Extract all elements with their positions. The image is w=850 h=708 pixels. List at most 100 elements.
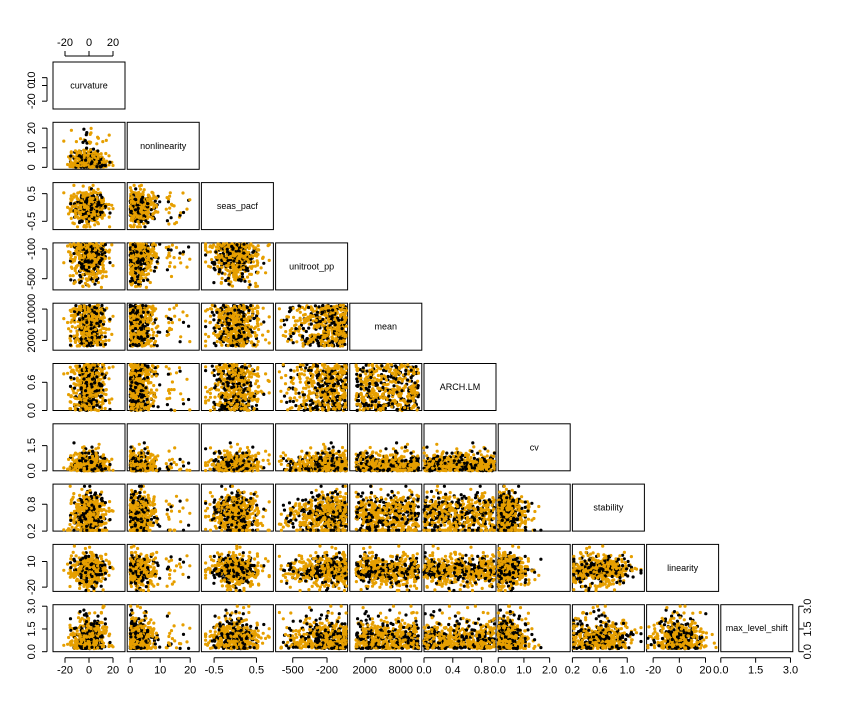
data-point — [129, 186, 132, 189]
data-point — [74, 267, 77, 270]
data-point — [143, 225, 146, 228]
data-point — [81, 141, 84, 144]
data-point — [227, 244, 230, 247]
data-point — [235, 243, 238, 246]
data-point — [188, 258, 191, 261]
data-point — [185, 208, 188, 211]
data-point — [71, 221, 74, 224]
data-point — [133, 275, 136, 278]
data-point — [73, 205, 76, 208]
data-point — [137, 280, 140, 283]
data-point — [78, 191, 81, 194]
data-point — [204, 242, 207, 245]
data-point — [168, 195, 171, 198]
data-point — [140, 205, 143, 208]
data-point — [68, 207, 71, 210]
data-point — [179, 252, 182, 255]
data-point — [252, 260, 255, 263]
data-point — [103, 214, 106, 217]
data-point — [268, 243, 271, 246]
data-point — [95, 142, 98, 145]
data-point — [165, 208, 168, 211]
data-point — [246, 276, 249, 279]
data-point — [169, 191, 172, 194]
data-point — [152, 197, 155, 200]
data-point — [136, 254, 139, 257]
data-point — [250, 273, 253, 276]
data-point — [170, 216, 173, 219]
data-point — [76, 205, 79, 208]
data-point — [253, 247, 256, 250]
data-point — [216, 256, 219, 259]
data-point — [129, 224, 132, 227]
data-point — [147, 194, 150, 197]
data-point — [146, 278, 149, 281]
data-point — [73, 259, 76, 262]
data-point — [94, 248, 97, 251]
data-point — [69, 245, 72, 248]
scatter-panel-1-0 — [62, 127, 114, 169]
data-point — [235, 259, 238, 262]
variable-label: curvature — [70, 81, 108, 91]
data-point — [206, 251, 209, 254]
data-point — [135, 250, 138, 253]
data-point — [136, 201, 139, 204]
data-point — [152, 206, 155, 209]
data-point — [204, 253, 207, 256]
variable-label: unitroot_pp — [289, 261, 334, 271]
data-point — [182, 211, 185, 214]
data-point — [255, 255, 258, 258]
data-point — [168, 211, 171, 214]
data-point — [146, 249, 149, 252]
data-point — [85, 131, 88, 134]
scatter-panel-3-2 — [204, 242, 271, 289]
data-point — [129, 264, 132, 267]
data-point — [111, 164, 114, 167]
data-point — [168, 265, 171, 268]
data-point — [110, 204, 113, 207]
data-point — [87, 212, 90, 215]
data-point — [81, 195, 84, 198]
data-point — [96, 272, 99, 275]
data-point — [94, 191, 97, 194]
data-point — [93, 210, 96, 213]
data-point — [99, 165, 102, 168]
data-point — [79, 206, 82, 209]
data-point — [155, 252, 158, 255]
data-point — [72, 252, 75, 255]
scatter-panel-4-0 — [62, 304, 114, 348]
data-point — [212, 281, 215, 284]
data-point — [110, 243, 113, 246]
data-point — [88, 225, 91, 228]
data-point — [93, 154, 96, 157]
data-point — [95, 165, 98, 168]
data-point — [243, 280, 246, 283]
data-point — [70, 151, 73, 154]
data-point — [88, 217, 91, 220]
data-point — [167, 200, 170, 203]
data-point — [140, 252, 143, 255]
data-point — [131, 247, 134, 250]
data-point — [93, 267, 96, 270]
data-point — [166, 219, 169, 222]
data-point — [134, 281, 137, 284]
data-point — [76, 225, 79, 228]
data-point — [108, 134, 111, 137]
data-point — [241, 272, 244, 275]
data-point — [88, 165, 91, 168]
data-point — [77, 198, 80, 201]
data-point — [89, 133, 92, 136]
data-point — [95, 279, 98, 282]
data-point — [100, 247, 103, 250]
data-point — [91, 270, 94, 273]
data-point — [104, 164, 107, 167]
data-point — [224, 279, 227, 282]
data-point — [214, 250, 217, 253]
data-point — [257, 248, 260, 251]
data-point — [99, 211, 102, 214]
data-point — [147, 247, 150, 250]
data-point — [204, 260, 207, 263]
data-point — [264, 271, 267, 274]
data-point — [70, 254, 73, 257]
data-point — [240, 278, 243, 281]
